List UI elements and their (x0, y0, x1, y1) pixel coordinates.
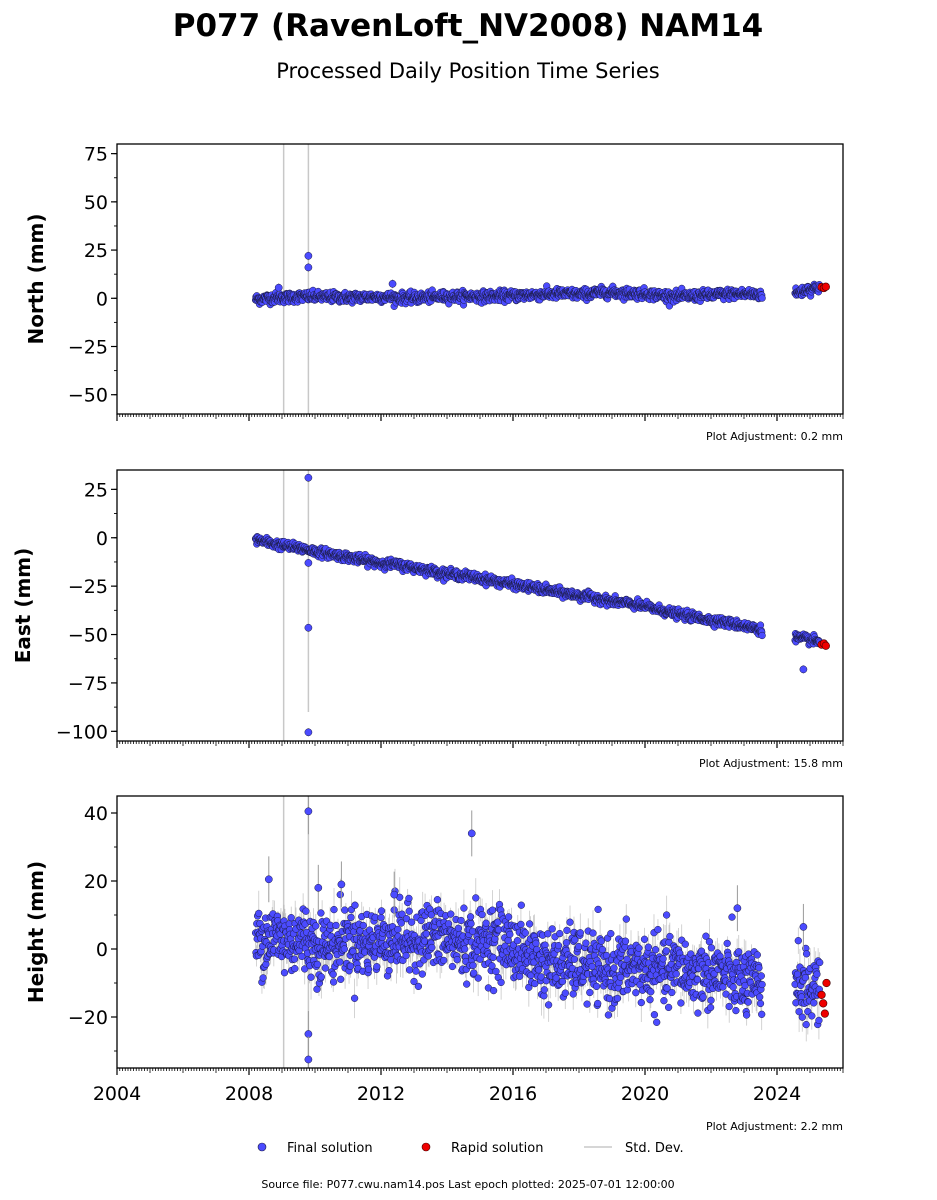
ytick-label-north: 25 (84, 240, 108, 262)
outlier-point-east (304, 473, 313, 482)
outlier-point-north (274, 283, 283, 292)
outlier-point-east (304, 559, 313, 567)
chart-subtitle: Processed Daily Position Time Series (276, 59, 660, 83)
ytick-label-east: −100 (56, 721, 108, 743)
plot-area-east (251, 470, 830, 741)
outlier-point-north (304, 252, 313, 260)
ytick-label-north: −25 (68, 337, 108, 359)
ytick-label-north: 0 (96, 288, 108, 310)
outlier-point-north (388, 279, 397, 288)
rapid-point-north (821, 282, 830, 291)
ytick-label-east: 25 (84, 479, 108, 501)
rapid-point-east (821, 641, 830, 650)
ytick-label-north: 50 (84, 192, 108, 214)
chart-title: P077 (RavenLoft_NV2008) NAM14 (173, 8, 763, 44)
outlier-point-east (799, 665, 808, 674)
axes-frame-east (116, 469, 844, 742)
panel-north: −50 −25 0 25 50 75 North (mm) Plot Adjustment: … (24, 143, 844, 443)
outlier-point-east (304, 728, 313, 737)
plot-area-north (251, 144, 830, 414)
ylabel-east: East (mm) (11, 548, 35, 664)
ytick-label-east: −25 (68, 576, 108, 598)
final-point (758, 631, 766, 640)
final-points-east (251, 533, 824, 649)
plot-adjustment-east: Plot Adjustment: 15.8 mm (699, 757, 843, 770)
outlier-point-east (304, 623, 313, 632)
ytick-label-east: −75 (68, 673, 108, 695)
plot-adjustment-north: Plot Adjustment: 0.2 mm (706, 430, 843, 443)
final-point (758, 294, 766, 302)
ytick-label-east: −50 (68, 625, 108, 647)
panels: −50 −25 0 25 50 75 North (mm) Plot Adjustment: … (11, 143, 844, 1133)
outlier-point-north (304, 263, 313, 272)
final-points-north (251, 280, 824, 310)
panel-east: −100 −75 −50 −25 0 25 East (mm) Plot Adjustment… (11, 469, 844, 770)
ytick-label-east: 0 (96, 528, 108, 550)
ytick-label-north: −50 (68, 385, 108, 407)
ylabel-north: North (mm) (24, 213, 48, 344)
plot-area-height (251, 796, 831, 1068)
axes-frame-north (116, 143, 844, 415)
ytick-label-north: 75 (84, 144, 108, 166)
